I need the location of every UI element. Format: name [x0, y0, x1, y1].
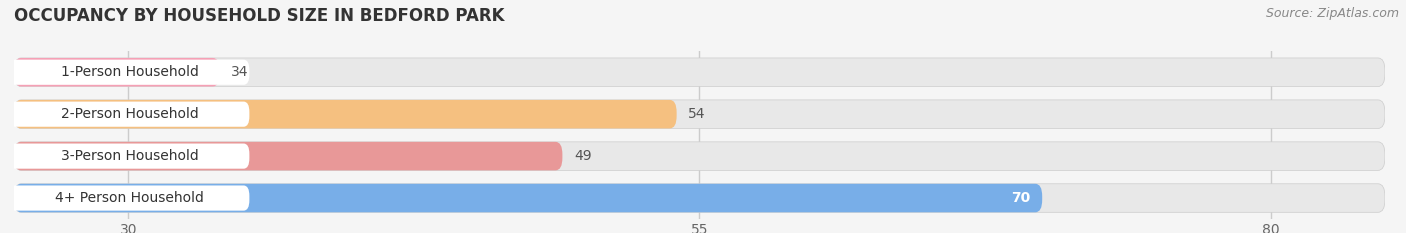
- Text: 2-Person Household: 2-Person Household: [60, 107, 198, 121]
- FancyBboxPatch shape: [10, 144, 249, 169]
- Text: 3-Person Household: 3-Person Household: [60, 149, 198, 163]
- Text: 34: 34: [231, 65, 249, 79]
- FancyBboxPatch shape: [14, 142, 562, 170]
- FancyBboxPatch shape: [14, 100, 1385, 128]
- FancyBboxPatch shape: [10, 60, 249, 85]
- Text: 1-Person Household: 1-Person Household: [60, 65, 198, 79]
- FancyBboxPatch shape: [14, 100, 676, 128]
- Text: 54: 54: [688, 107, 706, 121]
- FancyBboxPatch shape: [14, 58, 219, 86]
- FancyBboxPatch shape: [14, 142, 1385, 170]
- FancyBboxPatch shape: [10, 185, 249, 211]
- Text: 70: 70: [1011, 191, 1031, 205]
- FancyBboxPatch shape: [14, 58, 1385, 86]
- Text: 49: 49: [574, 149, 592, 163]
- FancyBboxPatch shape: [14, 184, 1385, 212]
- Text: Source: ZipAtlas.com: Source: ZipAtlas.com: [1265, 7, 1399, 20]
- Text: OCCUPANCY BY HOUSEHOLD SIZE IN BEDFORD PARK: OCCUPANCY BY HOUSEHOLD SIZE IN BEDFORD P…: [14, 7, 505, 25]
- FancyBboxPatch shape: [10, 102, 249, 127]
- FancyBboxPatch shape: [14, 184, 1042, 212]
- Text: 4+ Person Household: 4+ Person Household: [55, 191, 204, 205]
